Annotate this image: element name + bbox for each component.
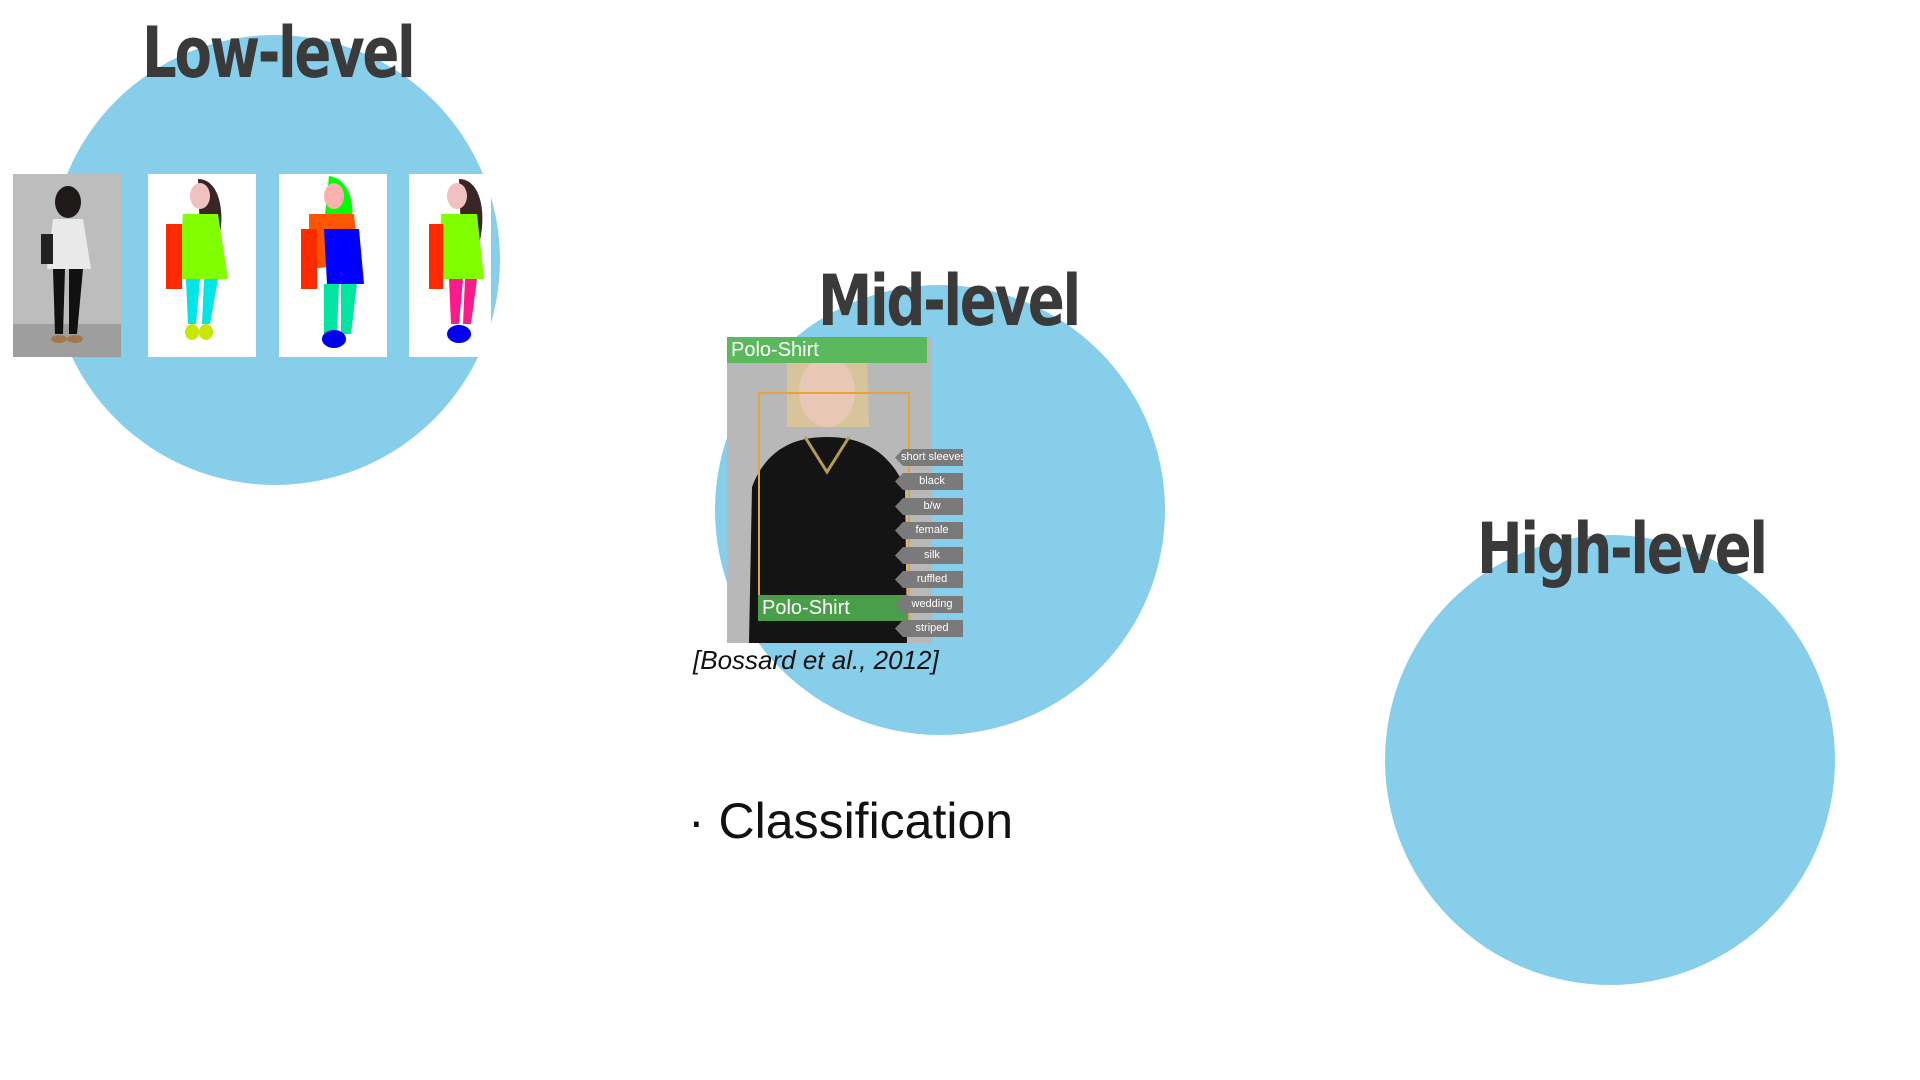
person-photo	[13, 174, 121, 357]
attribute-tag: striped	[895, 620, 963, 637]
detection-box	[758, 392, 910, 620]
attribute-tag: short sleeves	[895, 449, 963, 466]
high-level-title: High-level	[1477, 508, 1768, 590]
high-level-circle	[1385, 535, 1835, 985]
segmentation-map-3	[409, 174, 491, 357]
attribute-tag: female	[895, 522, 963, 539]
citation: [Bossard et al., 2012]	[693, 645, 939, 675]
attribute-tag: wedding	[895, 596, 963, 613]
bullet-classification: · Classification	[688, 793, 1014, 849]
attribute-tag: b/w	[895, 498, 963, 515]
attribute-tag: silk	[895, 547, 963, 564]
figure-label-bottom: Polo-Shirt	[758, 595, 908, 621]
attribute-tag: black	[895, 473, 963, 490]
low-level-title: Low-level	[142, 12, 416, 94]
figure-label-top: Polo-Shirt	[727, 337, 927, 363]
mid-level-title: Mid-level	[818, 260, 1081, 342]
segmentation-map-2	[279, 174, 387, 357]
polo-shirt-photo	[727, 337, 932, 643]
attribute-tag: ruffled	[895, 571, 963, 588]
segmentation-map-1	[148, 174, 256, 357]
